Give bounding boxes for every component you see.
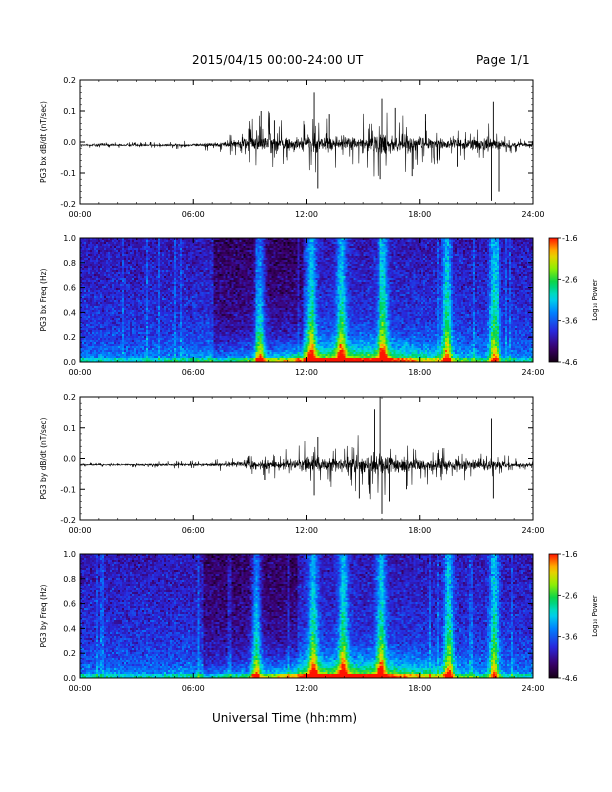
y-tick-label: 0.8: [63, 575, 76, 584]
y-axis-label: PG3 by Freq (Hz): [39, 584, 48, 647]
y-tick-label: 0.0: [63, 138, 76, 147]
header-page-number: Page 1/1: [476, 53, 530, 67]
x-tick-label: 12:00: [295, 526, 318, 535]
x-tick-label: 00:00: [68, 684, 91, 693]
colorbar: [548, 237, 559, 363]
header-title: 2015/04/15 00:00-24:00 UT: [192, 53, 364, 67]
x-tick-label: 00:00: [68, 368, 91, 377]
x-tick-label: 00:00: [68, 210, 91, 219]
spectrogram-image: [80, 554, 533, 678]
x-tick-label: 12:00: [295, 684, 318, 693]
y-tick-label: 0.8: [63, 259, 76, 268]
colorbar-tick-label: -2.6: [562, 275, 578, 284]
colorbar-tick-label: -1.6: [562, 550, 578, 559]
y-tick-label: 0.0: [63, 674, 76, 683]
y-tick-label: 0.4: [63, 308, 76, 317]
waveform-series: [80, 92, 533, 201]
x-axis-label: Universal Time (hh:mm): [212, 711, 358, 725]
y-tick-label: 0.2: [63, 393, 76, 402]
y-tick-label: 0.4: [63, 624, 76, 633]
x-tick-label: 24:00: [521, 684, 544, 693]
x-tick-label: 12:00: [295, 210, 318, 219]
x-tick-label: 06:00: [182, 526, 205, 535]
x-tick-label: 00:00: [68, 526, 91, 535]
spectrogram-image: [80, 238, 533, 362]
y-tick-label: 0.2: [63, 649, 76, 658]
x-tick-label: 18:00: [408, 684, 431, 693]
y-tick-label: 0.6: [63, 600, 76, 609]
y-axis-label: PG3 bx dB/dt (nT/sec): [39, 101, 48, 183]
colorbar-tick-label: -1.6: [562, 234, 578, 243]
colorbar-tick-label: -4.6: [562, 674, 578, 683]
y-tick-label: 1.0: [63, 550, 76, 559]
y-tick-label: 0.1: [63, 424, 76, 433]
colorbar-label: Log₁₀ Power: [591, 595, 599, 637]
y-tick-label: -0.1: [60, 169, 76, 178]
x-tick-label: 06:00: [182, 684, 205, 693]
x-tick-label: 06:00: [182, 210, 205, 219]
x-tick-label: 24:00: [521, 210, 544, 219]
x-tick-label: 06:00: [182, 368, 205, 377]
colorbar-tick-label: -3.6: [562, 633, 578, 642]
y-tick-label: -0.2: [60, 200, 76, 209]
y-tick-label: -0.1: [60, 485, 76, 494]
y-axis-label: PG3 bx Freq (Hz): [39, 268, 48, 331]
x-tick-label: 18:00: [408, 526, 431, 535]
colorbar: [548, 553, 559, 679]
y-tick-label: 0.0: [63, 455, 76, 464]
x-tick-label: 12:00: [295, 368, 318, 377]
y-tick-label: 0.1: [63, 107, 76, 116]
y-tick-label: 0.2: [63, 333, 76, 342]
x-tick-label: 18:00: [408, 210, 431, 219]
waveform-trace: [80, 435, 533, 500]
y-tick-label: -0.2: [60, 516, 76, 525]
y-tick-label: 0.2: [63, 76, 76, 85]
waveform-series: [80, 397, 533, 514]
y-tick-label: 0.0: [63, 358, 76, 367]
y-tick-label: 0.6: [63, 284, 76, 293]
waveform-trace: [80, 111, 533, 177]
colorbar-tick-label: -3.6: [562, 317, 578, 326]
y-axis-label: PG3 by dB/dt (nT/sec): [39, 417, 48, 499]
y-tick-label: 1.0: [63, 234, 76, 243]
x-tick-label: 24:00: [521, 368, 544, 377]
x-tick-label: 24:00: [521, 526, 544, 535]
x-tick-label: 18:00: [408, 368, 431, 377]
colorbar-tick-label: -2.6: [562, 591, 578, 600]
colorbar-tick-label: -4.6: [562, 358, 578, 367]
colorbar-label: Log₁₀ Power: [591, 279, 599, 321]
